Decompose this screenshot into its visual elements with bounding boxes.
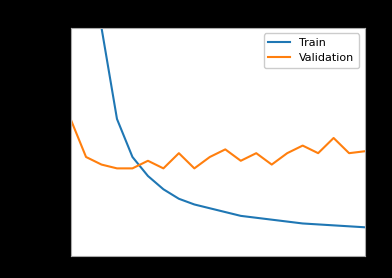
Train bbox=[207, 207, 212, 210]
Validation bbox=[223, 148, 228, 151]
Train bbox=[316, 223, 321, 226]
Train bbox=[145, 174, 150, 178]
Validation bbox=[83, 155, 88, 159]
Validation bbox=[238, 159, 243, 162]
Validation bbox=[269, 163, 274, 166]
Validation bbox=[207, 155, 212, 159]
Train bbox=[192, 203, 197, 206]
Line: Train: Train bbox=[71, 0, 365, 227]
Validation bbox=[176, 152, 181, 155]
Train bbox=[285, 220, 290, 223]
Train bbox=[254, 216, 259, 219]
Validation bbox=[285, 152, 290, 155]
Validation bbox=[145, 159, 150, 162]
Train bbox=[223, 210, 228, 214]
Train bbox=[300, 222, 305, 225]
Train bbox=[269, 218, 274, 221]
Train bbox=[331, 224, 336, 227]
Train bbox=[362, 226, 367, 229]
Train bbox=[347, 225, 352, 228]
Train bbox=[176, 197, 181, 200]
Validation bbox=[316, 152, 321, 155]
Train bbox=[238, 214, 243, 217]
Train bbox=[130, 155, 135, 159]
Train bbox=[99, 26, 104, 29]
Validation bbox=[99, 163, 104, 166]
Line: Validation: Validation bbox=[71, 119, 365, 168]
Train bbox=[114, 117, 119, 121]
Validation bbox=[130, 167, 135, 170]
Validation bbox=[192, 167, 197, 170]
Validation bbox=[300, 144, 305, 147]
Validation bbox=[114, 167, 119, 170]
Train bbox=[161, 188, 166, 191]
Legend: Train, Validation: Train, Validation bbox=[264, 33, 359, 68]
Validation bbox=[347, 152, 352, 155]
Validation bbox=[254, 152, 259, 155]
Validation bbox=[331, 136, 336, 140]
Validation bbox=[68, 117, 73, 121]
Validation bbox=[362, 150, 367, 153]
Validation bbox=[161, 167, 166, 170]
